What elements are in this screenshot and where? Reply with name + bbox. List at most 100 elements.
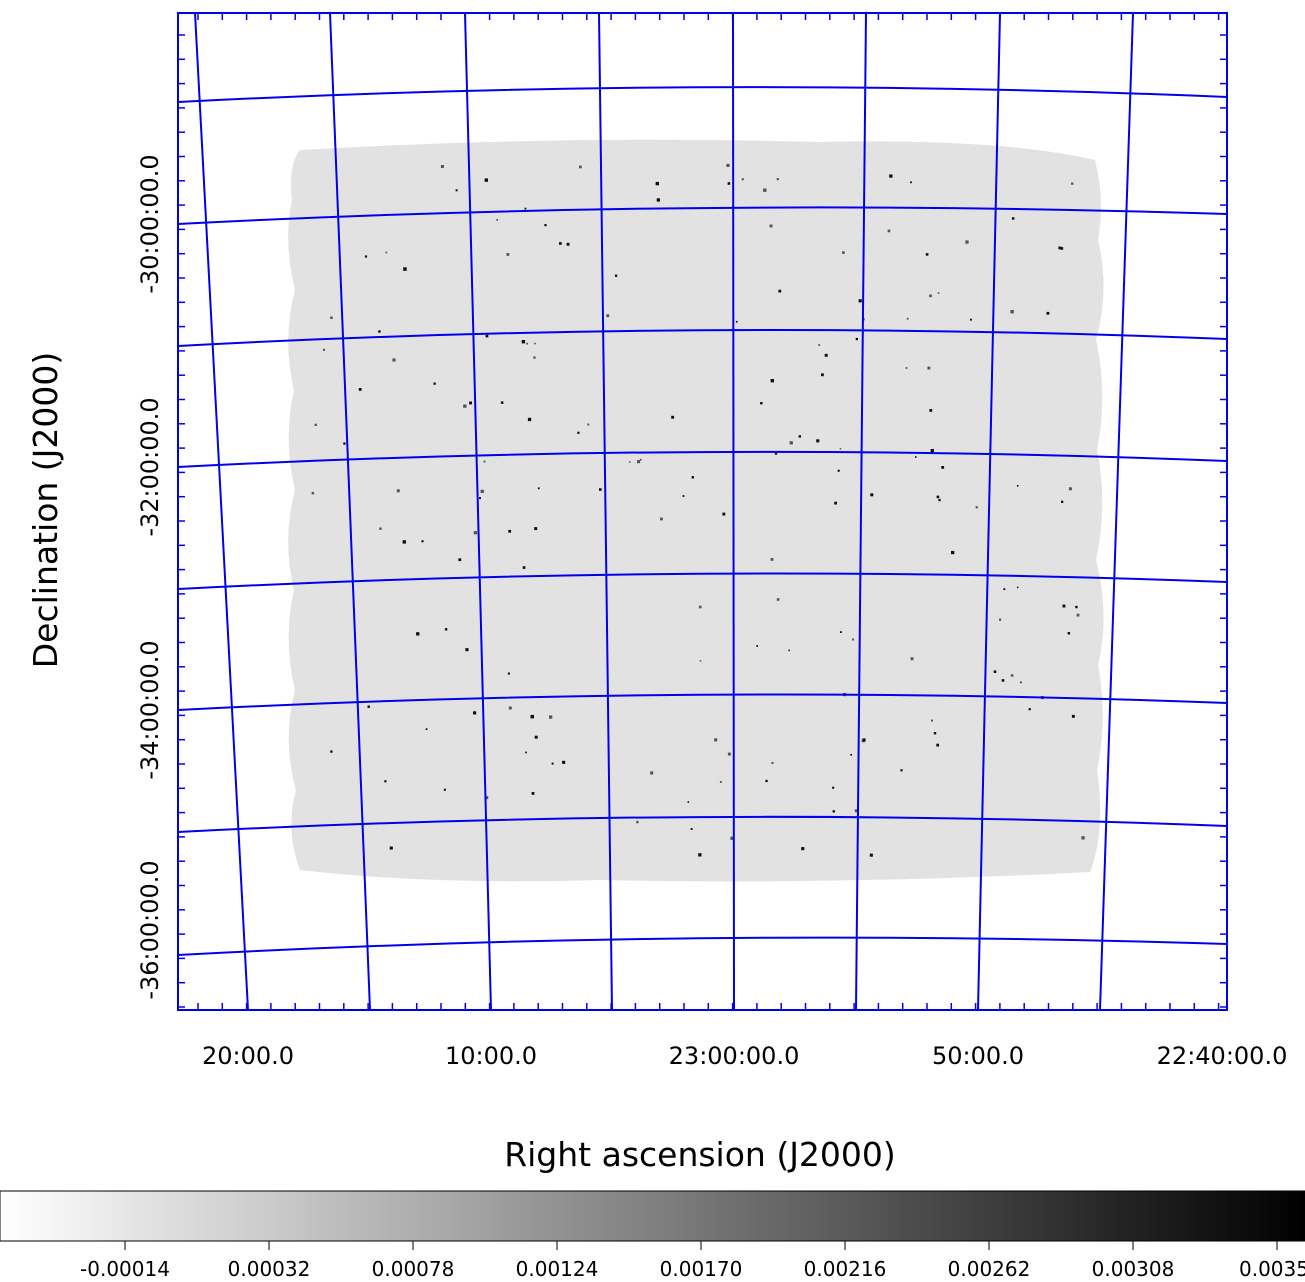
point-source [533,356,536,359]
point-source [1001,679,1005,682]
x-tick-label: 22:40:00.0 [1157,1042,1288,1070]
point-source [735,320,738,323]
dec-grid-line [178,936,1227,956]
point-source [690,828,693,830]
x-tick-label: 50:00.0 [932,1042,1024,1070]
point-source [1046,311,1050,315]
point-source [900,769,903,772]
dec-grid-line [178,329,1227,347]
point-source [485,796,489,800]
colorbar-tick-label: 0.00078 [372,1257,455,1281]
point-source [587,423,590,426]
point-source [403,267,407,271]
point-source [343,442,346,445]
point-source [854,809,858,813]
point-source [330,750,333,753]
point-source [771,761,774,764]
point-source [507,672,510,675]
ra-grid-line [977,13,1001,1010]
colorbar-tick-label: 0.00308 [1092,1257,1175,1281]
point-source [378,330,381,333]
point-source [730,836,734,840]
point-source [699,660,702,662]
point-source [614,274,618,277]
point-source [1060,247,1064,250]
ra-grid-line [732,13,735,1010]
point-source [769,224,773,228]
colorbar-gradient [0,1190,1305,1242]
point-source [1020,681,1022,684]
x-tick-label: 10:00.0 [445,1042,537,1070]
point-source [1058,246,1062,250]
point-source [671,415,675,419]
point-source [741,178,744,181]
point-source [832,786,835,789]
point-source [832,810,835,813]
point-source [870,493,874,497]
point-source [637,460,641,464]
point-source [852,638,855,641]
point-source [1010,310,1014,314]
colorbar-tick-label: 0.00124 [516,1257,599,1281]
point-source [889,174,893,178]
point-source [970,318,972,321]
point-source [929,294,932,298]
point-source [776,598,780,601]
point-source [485,334,489,338]
x-tick-label: 23:00:00.0 [669,1042,800,1070]
point-source [425,728,428,730]
point-source [364,255,368,258]
point-source [650,771,654,775]
point-source [455,189,458,192]
point-source [1062,604,1066,608]
point-source [714,738,718,742]
point-source [840,631,842,633]
point-source [1081,836,1085,840]
point-source [537,487,540,490]
point-source [1071,714,1075,718]
ra-grid-line [598,13,613,1010]
point-source [656,198,660,202]
point-source [842,251,845,254]
point-source [821,373,824,377]
dec-grid-line [178,450,1227,468]
point-source [869,853,873,857]
point-source [527,417,532,422]
x-tick-label: 20:00.0 [202,1042,294,1070]
point-source [330,316,333,319]
point-source [530,714,534,719]
colorbar-tick-label: 0.00262 [948,1257,1031,1281]
coordinate-grid [178,13,1227,1010]
point-source [905,367,908,369]
point-source [824,353,828,357]
point-source [323,348,326,351]
point-source [606,314,610,318]
point-source [473,711,477,715]
point-source [1071,182,1074,185]
point-source [416,632,420,636]
point-source [385,251,388,254]
point-source [801,847,805,851]
point-source [910,181,912,184]
point-source [770,558,774,561]
point-source [975,506,978,509]
point-source [465,648,469,652]
colorbar-ticks [124,1241,1278,1250]
point-source [473,531,478,535]
sky-footprint [288,139,1104,882]
point-source [1075,605,1078,609]
point-source [850,753,852,756]
point-source [444,628,448,631]
point-source [936,743,940,747]
point-source [1016,586,1019,589]
x-tick-labels: 20:00.0 10:00.0 23:00:00.0 50:00.0 22:40… [202,1042,1287,1070]
colorbar-tick-label: 0.00170 [660,1257,743,1281]
point-source [778,289,782,293]
point-source [726,163,730,167]
point-source [682,495,685,497]
point-source [660,517,663,521]
y-tick-label: -32:00:00.0 [136,397,164,536]
point-source [938,498,941,502]
point-source [367,705,370,708]
